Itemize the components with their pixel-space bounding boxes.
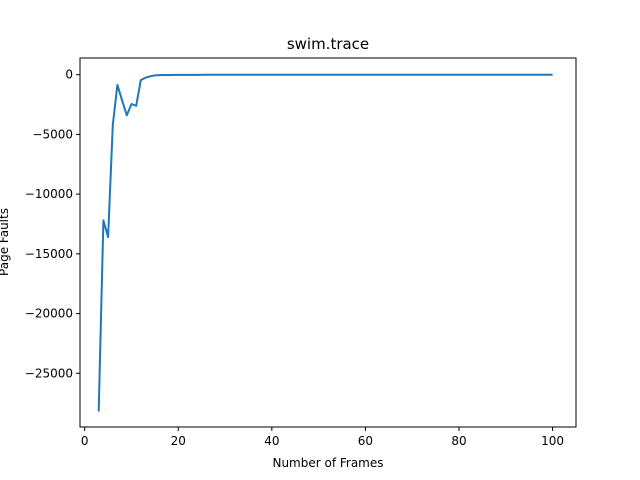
plot-area xyxy=(97,73,553,412)
x-axis-label: Number of Frames xyxy=(272,456,383,470)
y-tick-label: −15000 xyxy=(25,247,73,261)
chart-title: swim.trace xyxy=(287,35,369,53)
x-tick-label: 100 xyxy=(541,434,564,448)
y-axis: −25000 −20000 −15000 −10000 −5000 0 xyxy=(25,68,80,380)
axes-frame xyxy=(79,57,577,428)
x-tick-label: 20 xyxy=(171,434,186,448)
y-axis-label: Page Faults xyxy=(0,208,11,276)
y-tick-label: −20000 xyxy=(25,307,73,321)
x-tick-label: 80 xyxy=(451,434,466,448)
y-tick-label: −25000 xyxy=(25,366,73,380)
y-tick-label: −5000 xyxy=(32,127,73,141)
x-tick-label: 40 xyxy=(264,434,279,448)
x-axis: 0 20 40 60 80 100 xyxy=(81,427,564,448)
series-line-0 xyxy=(97,73,553,412)
x-tick-label: 60 xyxy=(358,434,373,448)
y-tick-label: 0 xyxy=(65,68,73,82)
y-tick-label: −10000 xyxy=(25,187,73,201)
x-tick-label: 0 xyxy=(81,434,89,448)
